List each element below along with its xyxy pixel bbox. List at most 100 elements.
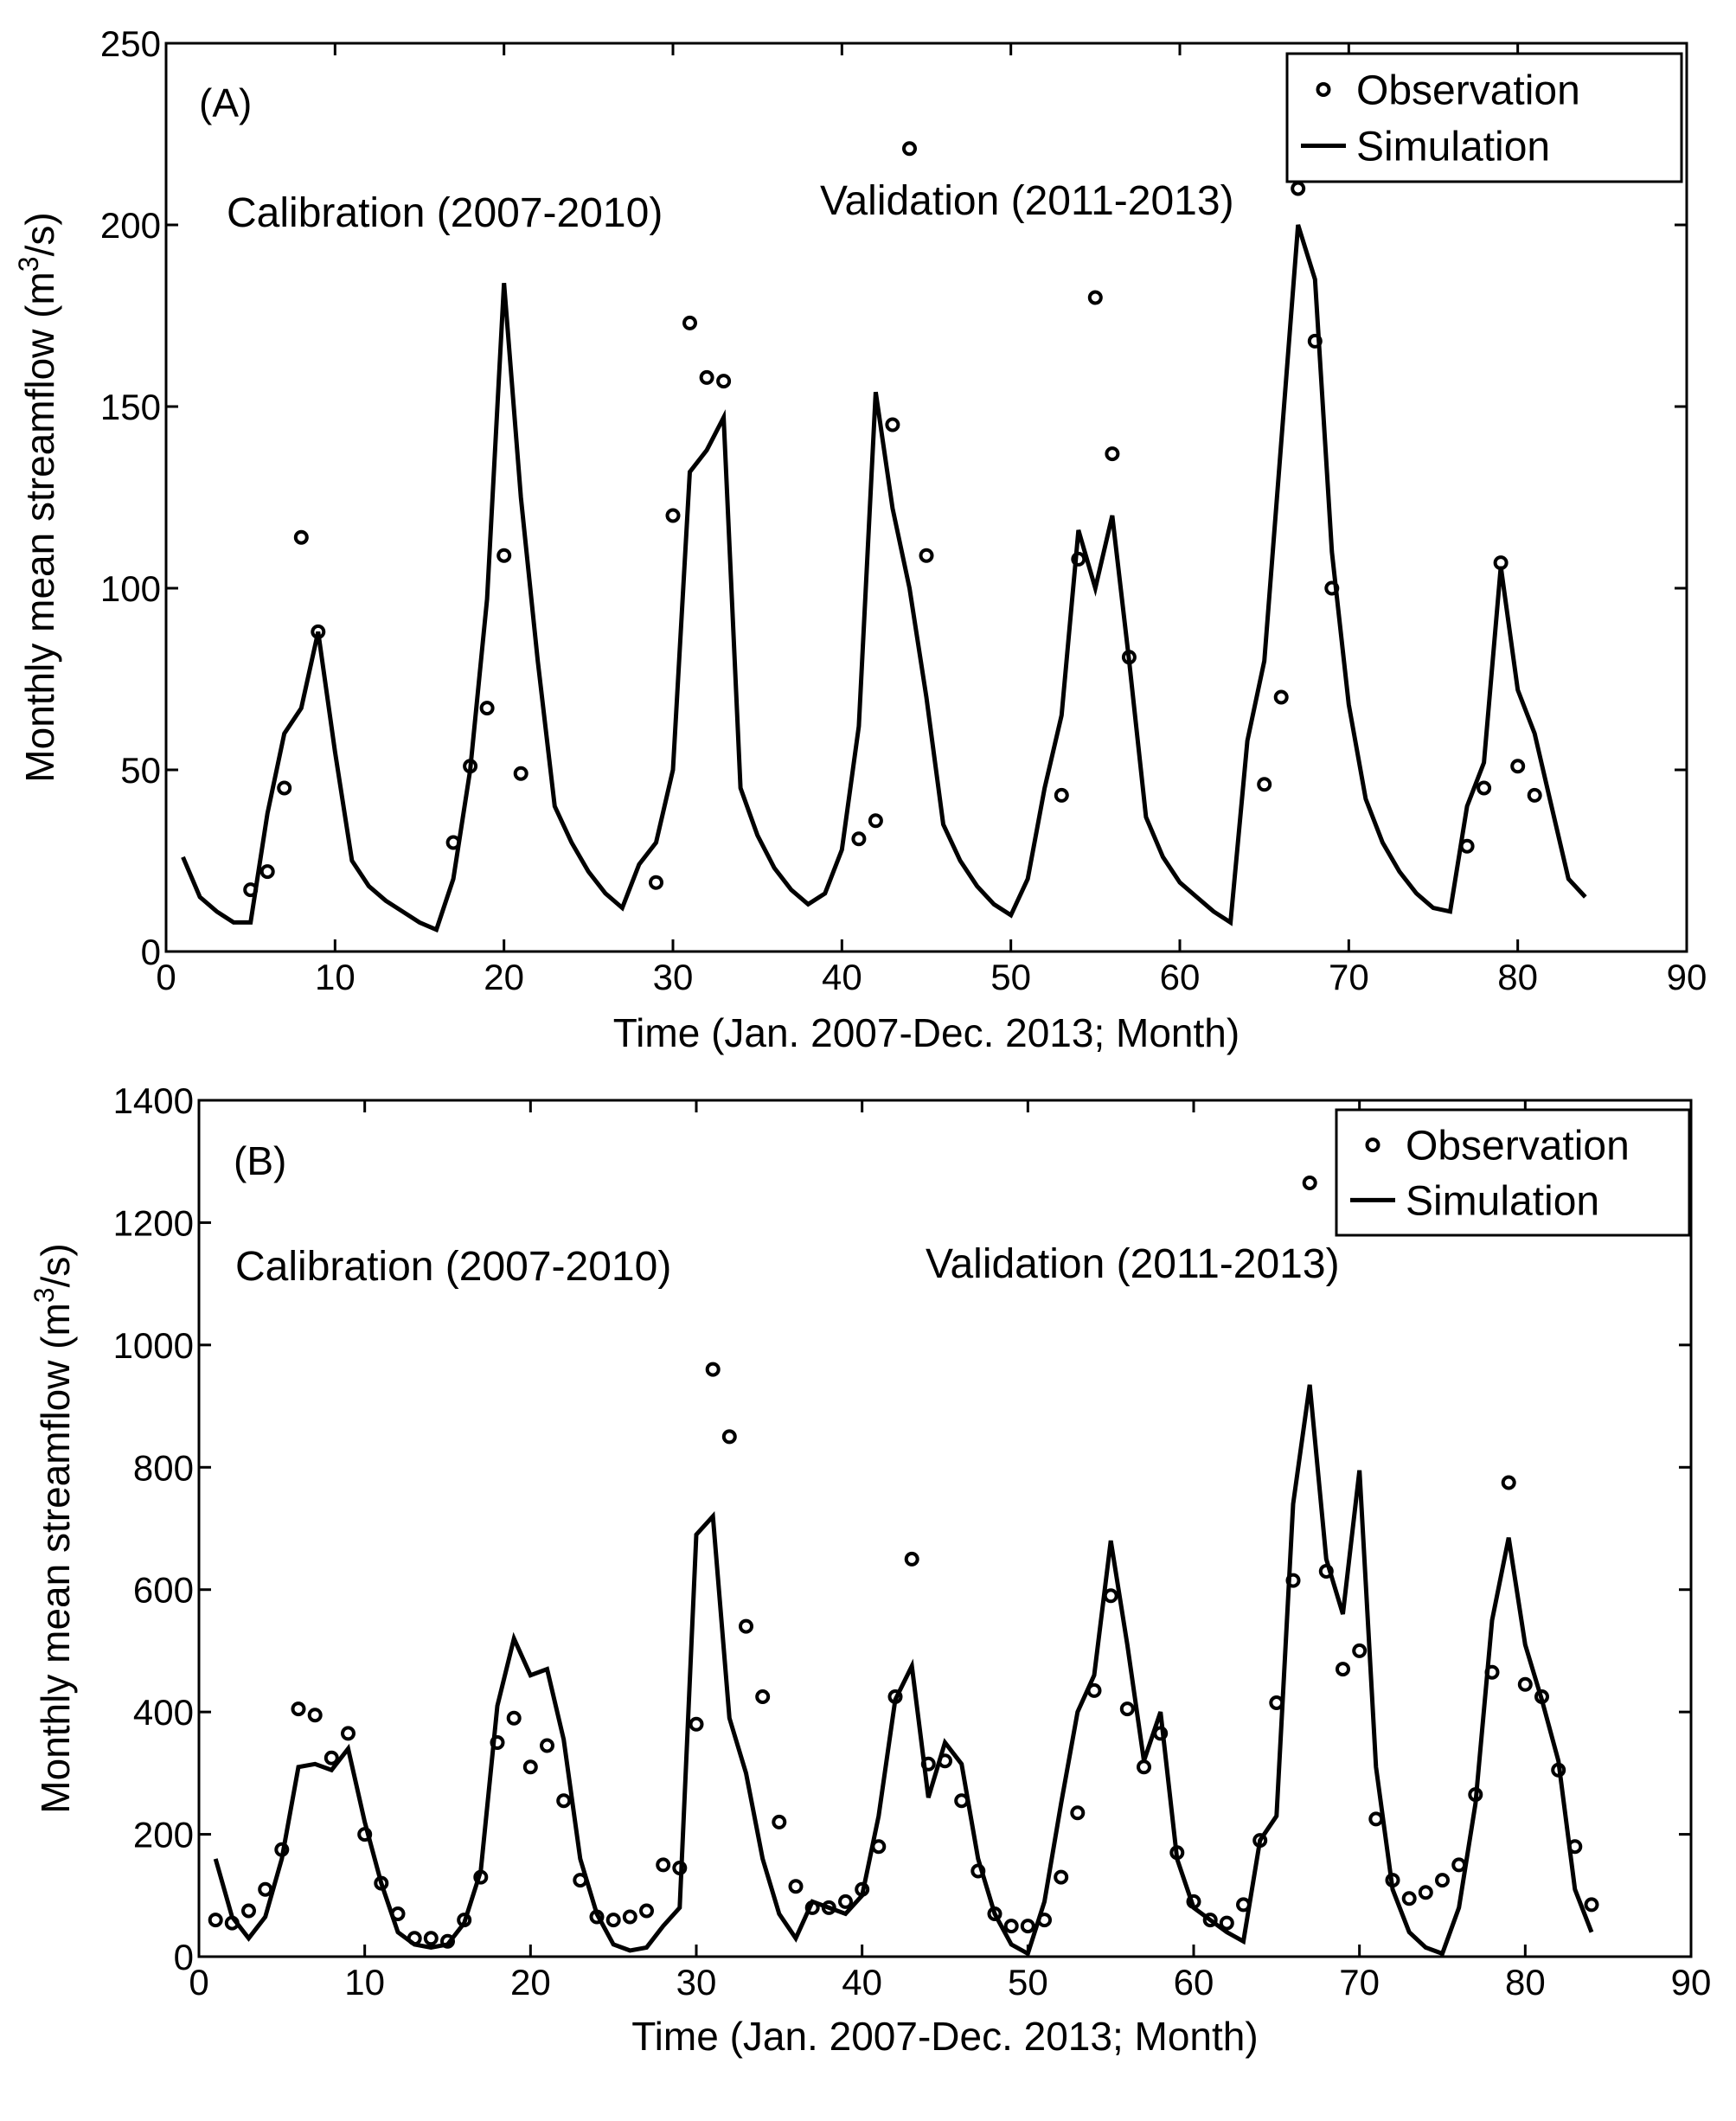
observation-point xyxy=(1137,1759,1151,1775)
observation-point xyxy=(1510,759,1526,774)
observation-point xyxy=(1071,551,1086,567)
observation-point xyxy=(1186,1894,1201,1909)
observation-point xyxy=(987,1906,1003,1921)
observation-point xyxy=(1484,1664,1500,1680)
observation-point xyxy=(672,1861,688,1875)
observation-point xyxy=(1468,1787,1483,1803)
observation-point xyxy=(241,1903,256,1919)
observation-point xyxy=(739,1618,753,1634)
observation-point xyxy=(1121,650,1137,665)
observation-point xyxy=(622,1909,637,1925)
y-tick-label: 250 xyxy=(100,23,161,64)
observation-point xyxy=(871,1839,887,1855)
legend-box xyxy=(1335,1108,1691,1237)
y-tick-label: 200 xyxy=(100,205,161,246)
observation-point xyxy=(1307,333,1323,349)
observation-point xyxy=(1236,1897,1251,1913)
observation-point xyxy=(1477,780,1492,796)
observation-point xyxy=(1119,1701,1135,1717)
validation-annotation: Validation (2011-2013) xyxy=(926,1241,1340,1287)
observation-point xyxy=(323,1750,339,1765)
observation-point xyxy=(868,813,883,829)
y-axis-label-main: Monthly mean streamflow (m xyxy=(33,1303,78,1814)
observation-point xyxy=(259,864,275,880)
y-axis-label-superscript: 3 xyxy=(13,256,44,272)
observation-point xyxy=(1517,1676,1533,1692)
calibration-annotation: Calibration (2007-2010) xyxy=(235,1244,671,1290)
observation-point xyxy=(1252,1833,1268,1849)
observation-point xyxy=(851,831,867,847)
observation-point xyxy=(1418,1885,1433,1900)
observation-point xyxy=(885,417,900,433)
observation-point xyxy=(902,141,917,157)
y-axis-label-main: Monthly mean streamflow (m xyxy=(17,272,62,783)
observation-point xyxy=(293,529,309,545)
observation-point xyxy=(665,508,681,523)
observation-point xyxy=(457,1913,472,1928)
observation-point xyxy=(705,1362,721,1377)
observation-point xyxy=(1273,689,1289,705)
observation-point xyxy=(1153,1726,1169,1741)
observation-point xyxy=(605,1913,621,1928)
legend-observation-marker xyxy=(1365,1137,1380,1153)
observation-point xyxy=(277,780,292,796)
observation-point xyxy=(954,1793,970,1809)
observation-point xyxy=(224,1915,240,1931)
observation-point xyxy=(649,875,663,890)
panel-label: (B) xyxy=(234,1138,286,1183)
observation-point xyxy=(1401,1891,1417,1906)
y-axis-label-superscript: 3 xyxy=(29,1287,60,1303)
observation-point xyxy=(1584,1897,1599,1913)
observation-point xyxy=(1202,1913,1218,1928)
observation-point xyxy=(755,1689,771,1704)
observation-point xyxy=(1534,1689,1549,1704)
observation-point xyxy=(821,1900,836,1915)
observation-point xyxy=(1070,1805,1086,1821)
x-tick-label: 60 xyxy=(1160,957,1201,997)
legend-simulation-label: Simulation xyxy=(1406,1178,1599,1224)
x-tick-label: 70 xyxy=(1339,1962,1380,2002)
x-tick-label: 50 xyxy=(990,957,1031,997)
observation-point xyxy=(506,1710,522,1726)
observation-point xyxy=(639,1903,654,1919)
observation-point xyxy=(1169,1845,1185,1861)
legend-simulation-label: Simulation xyxy=(1356,125,1550,170)
observation-point xyxy=(788,1879,804,1894)
observation-point xyxy=(1336,1662,1350,1677)
x-tick-label: 60 xyxy=(1174,1962,1214,2002)
observation-point xyxy=(1451,1857,1467,1873)
observation-point xyxy=(1493,555,1509,571)
legend-observation-label: Observation xyxy=(1356,67,1580,113)
y-tick-label: 600 xyxy=(133,1570,194,1611)
observation-point xyxy=(573,1873,588,1888)
observation-point xyxy=(699,369,714,385)
observation-point xyxy=(1527,787,1542,803)
observation-point xyxy=(1054,787,1069,803)
observation-point xyxy=(1385,1873,1400,1888)
observation-point xyxy=(1285,1573,1301,1588)
y-axis-label-unit: /s) xyxy=(17,212,62,256)
observation-point xyxy=(440,1933,455,1949)
observation-point xyxy=(374,1875,389,1891)
observation-point xyxy=(208,1913,223,1928)
observation-point xyxy=(682,315,697,330)
y-tick-label: 50 xyxy=(120,750,161,791)
observation-point xyxy=(919,548,934,563)
x-tick-label: 90 xyxy=(1667,957,1707,997)
observation-point xyxy=(904,1551,919,1567)
legend-observation-marker xyxy=(1316,81,1331,97)
y-tick-label: 1400 xyxy=(113,1080,194,1121)
observation-point xyxy=(1054,1869,1069,1885)
observation-point xyxy=(407,1931,422,1946)
y-tick-label: 1000 xyxy=(113,1325,194,1366)
observation-point xyxy=(1103,1588,1118,1604)
observation-point xyxy=(838,1894,853,1909)
observation-point xyxy=(1368,1811,1384,1827)
observation-point xyxy=(772,1814,787,1829)
y-tick-label: 150 xyxy=(100,387,161,427)
y-axis-label: Monthly mean streamflow (m3/s) xyxy=(29,1243,78,1813)
x-tick-label: 40 xyxy=(822,957,862,997)
validation-annotation: Validation (2011-2013) xyxy=(820,178,1234,224)
observation-point xyxy=(1269,1695,1284,1710)
x-tick-label: 0 xyxy=(156,957,176,997)
